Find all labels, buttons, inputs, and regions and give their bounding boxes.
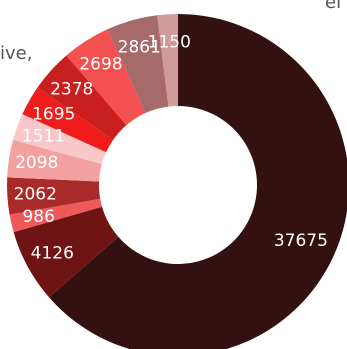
donut-slice-1695 xyxy=(22,87,114,153)
donut-slice-label-2861: 2861 xyxy=(118,37,161,57)
donut-slice-label-1150: 1150 xyxy=(148,32,191,52)
donut-slice-label-1511: 1511 xyxy=(22,126,65,146)
donut-slice-label-2062: 2062 xyxy=(14,184,57,204)
donut-slice-37675 xyxy=(49,14,347,349)
donut-slice-2378 xyxy=(37,55,127,140)
clipped-text-mid: ive, xyxy=(0,43,33,64)
donut-slice-2062 xyxy=(6,177,101,215)
donut-slice-label-2698: 2698 xyxy=(79,55,122,75)
clipped-text-top: el xyxy=(325,0,342,13)
donut-slice-1511 xyxy=(13,114,107,165)
donut-slice-2861 xyxy=(107,15,169,114)
donut-slices xyxy=(6,14,347,349)
donut-slice-1150 xyxy=(157,14,178,107)
donut-slice-986 xyxy=(9,198,103,233)
donut-slice-label-1695: 1695 xyxy=(32,104,75,124)
donut-slice-2098 xyxy=(7,139,102,182)
donut-slice-4126 xyxy=(13,206,119,298)
donut-slice-label-2098: 2098 xyxy=(15,153,58,173)
donut-slice-label-2378: 2378 xyxy=(50,79,93,99)
donut-slice-label-37675: 37675 xyxy=(274,231,328,251)
donut-slice-label-4126: 4126 xyxy=(31,243,74,263)
donut-slice-label-986: 986 xyxy=(22,207,54,227)
donut-slice-2698 xyxy=(66,29,146,126)
